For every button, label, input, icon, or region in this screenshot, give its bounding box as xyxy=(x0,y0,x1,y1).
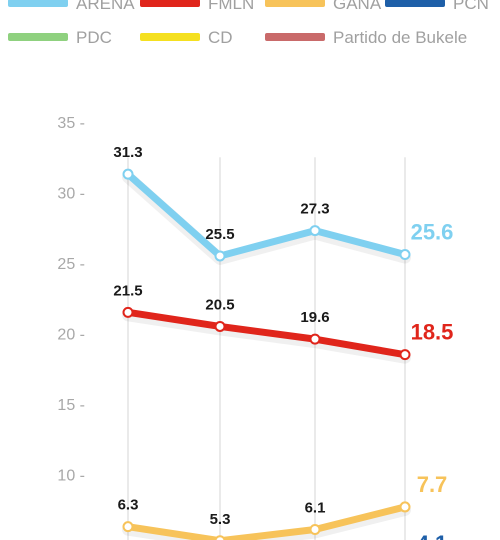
data-label-gana: 6.1 xyxy=(305,499,326,516)
data-point-arena xyxy=(399,249,411,261)
end-label-pcn: 4.1 xyxy=(417,531,448,540)
end-label-fmln: 18.5 xyxy=(411,320,454,345)
data-label-fmln: 19.6 xyxy=(300,309,329,326)
legend-label-partido-de-bukele: Partido de Bukele xyxy=(333,28,467,47)
y-tick-label: 10 - xyxy=(57,468,85,485)
data-label-gana: 5.3 xyxy=(210,511,231,528)
legend-label-fmln: FMLN xyxy=(208,0,254,13)
data-point-arena xyxy=(122,168,134,180)
legend-swatch-pcn xyxy=(385,0,445,7)
legend-swatch-gana xyxy=(265,0,325,7)
y-tick-label: 35 - xyxy=(57,115,85,132)
data-label-arena: 31.3 xyxy=(113,144,142,161)
legend-swatch-partido-de-bukele xyxy=(265,33,325,41)
data-point-fmln xyxy=(399,349,411,361)
data-point-fmln xyxy=(214,320,226,332)
vertical-gridlines xyxy=(127,157,406,540)
legend-swatch-arena xyxy=(8,0,68,7)
data-label-fmln: 21.5 xyxy=(113,282,142,299)
series-line-gana xyxy=(124,503,409,540)
legend-swatch-cd xyxy=(140,33,200,41)
data-label-fmln: 20.5 xyxy=(205,296,234,313)
y-tick-label: 30 - xyxy=(57,186,85,203)
series-line-arena xyxy=(124,170,409,260)
data-label-gana: 6.3 xyxy=(118,497,139,514)
legend-swatch-fmln xyxy=(140,0,200,7)
legend: ARENA FMLN GANA PCN PDC CD Partido de Bukele xyxy=(8,0,489,47)
y-tick-label: 20 - xyxy=(57,327,85,344)
legend-label-cd: CD xyxy=(208,28,233,47)
end-label-gana: 7.7 xyxy=(417,472,448,497)
data-label-arena: 25.5 xyxy=(205,226,234,243)
series-line-fmln xyxy=(124,308,409,359)
label-layer: 31.3 25.5 27.3 25.6 21.5 20.5 19.6 18.5 6.3 5.3 6.… xyxy=(113,144,453,540)
data-point-arena xyxy=(214,250,226,262)
y-axis: 35 - 30 - 25 - 20 - 15 - 10 - 5 - xyxy=(57,115,85,540)
data-point-arena xyxy=(309,225,321,237)
data-point-gana xyxy=(214,535,226,540)
data-point-fmln xyxy=(309,333,321,345)
legend-label-pdc: PDC xyxy=(76,28,112,47)
y-tick-label: 5 - xyxy=(66,538,85,540)
data-point-fmln xyxy=(122,306,134,318)
y-tick-label: 25 - xyxy=(57,256,85,273)
data-point-gana xyxy=(399,501,411,513)
legend-swatch-pdc xyxy=(8,33,68,41)
legend-label-arena: ARENA xyxy=(76,0,135,13)
data-point-gana xyxy=(122,521,134,533)
legend-label-gana: GANA xyxy=(333,0,382,13)
y-tick-label: 15 - xyxy=(57,397,85,414)
legend-label-pcn: PCN xyxy=(453,0,489,13)
data-label-arena: 27.3 xyxy=(300,201,329,218)
data-point-gana xyxy=(309,523,321,535)
series-layer xyxy=(122,168,411,540)
end-label-arena: 25.6 xyxy=(411,220,454,245)
